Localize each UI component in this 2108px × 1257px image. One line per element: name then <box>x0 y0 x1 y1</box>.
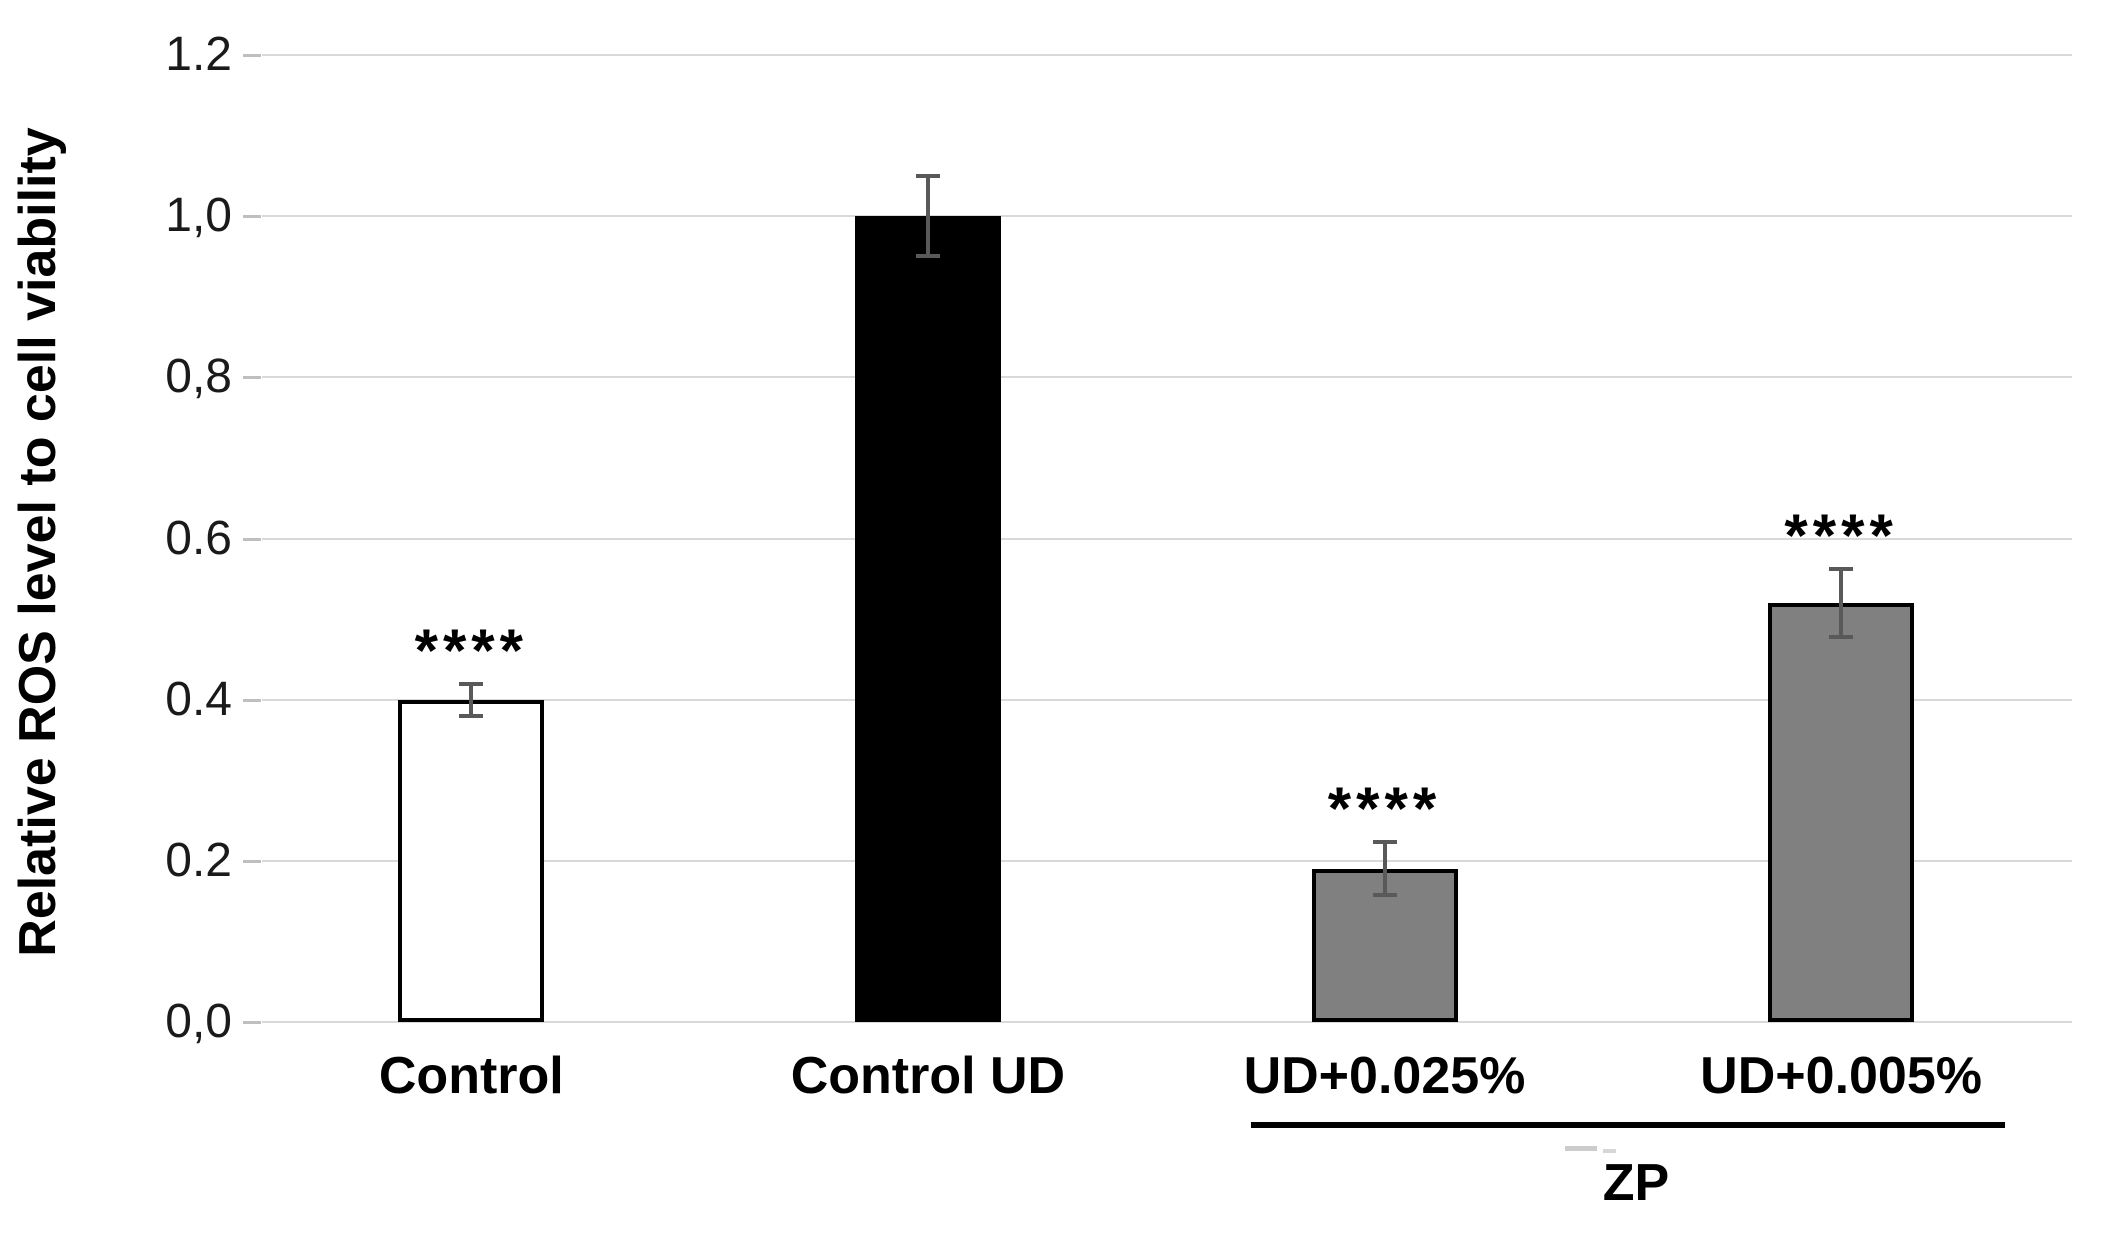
y-axis-tick <box>243 859 261 863</box>
x-category-label: Control UD <box>790 1047 1066 1105</box>
error-bar-cap-top <box>459 681 484 686</box>
group-annotation-label: ZP <box>1602 1154 1670 1212</box>
error-bar-cap-bottom <box>459 713 484 718</box>
y-tick-label: 0,0 <box>165 995 232 1048</box>
x-category-label: UD+0.025% <box>1243 1047 1526 1105</box>
error-bar-cap-top <box>915 173 940 178</box>
gridline <box>262 698 2072 701</box>
y-tick-label: 0.6 <box>165 511 232 565</box>
compression-artifact <box>1603 1149 1616 1153</box>
significance-stars: **** <box>414 616 528 684</box>
bar-control-ud <box>854 216 1001 1022</box>
y-axis-tick <box>243 376 261 380</box>
compression-artifact <box>1565 1146 1597 1151</box>
gridline <box>262 376 2072 379</box>
y-axis-tick <box>243 54 261 58</box>
y-axis-title: Relative ROS level to cell viability <box>9 127 67 957</box>
y-tick-label: 0,8 <box>165 350 232 404</box>
y-axis-tick <box>243 215 261 219</box>
error-bar-line <box>1839 569 1844 637</box>
y-tick-label: 1.2 <box>165 28 232 82</box>
gridline <box>262 54 2072 57</box>
y-tick-label: 0.4 <box>165 672 232 726</box>
gridline <box>262 215 2072 218</box>
bar-ud-0-005- <box>1768 602 1915 1022</box>
x-category-label: UD+0.005% <box>1700 1047 1983 1105</box>
error-bar-cap-bottom <box>1372 893 1397 898</box>
error-bar-line <box>469 683 474 716</box>
error-bar-line <box>925 175 930 257</box>
significance-stars: **** <box>1784 502 1898 570</box>
y-tick-label: 0.2 <box>165 833 232 887</box>
y-axis-tick <box>243 537 261 541</box>
y-axis-tick <box>243 698 261 702</box>
significance-stars: **** <box>1327 775 1442 843</box>
bar-control <box>398 699 545 1022</box>
error-bar-cap-top <box>1372 840 1397 845</box>
error-bar-line <box>1382 842 1387 896</box>
y-tick-label: 1,0 <box>165 189 232 243</box>
group-annotation-line <box>1251 1122 2005 1128</box>
gridline <box>262 537 2072 540</box>
error-bar-cap-bottom <box>915 254 940 259</box>
y-axis-tick <box>243 1021 261 1024</box>
gridline <box>262 1021 2072 1023</box>
error-bar-cap-bottom <box>1829 634 1854 639</box>
x-category-label: Control <box>378 1047 564 1105</box>
error-bar-cap-top <box>1829 567 1854 572</box>
gridline <box>262 859 2072 862</box>
